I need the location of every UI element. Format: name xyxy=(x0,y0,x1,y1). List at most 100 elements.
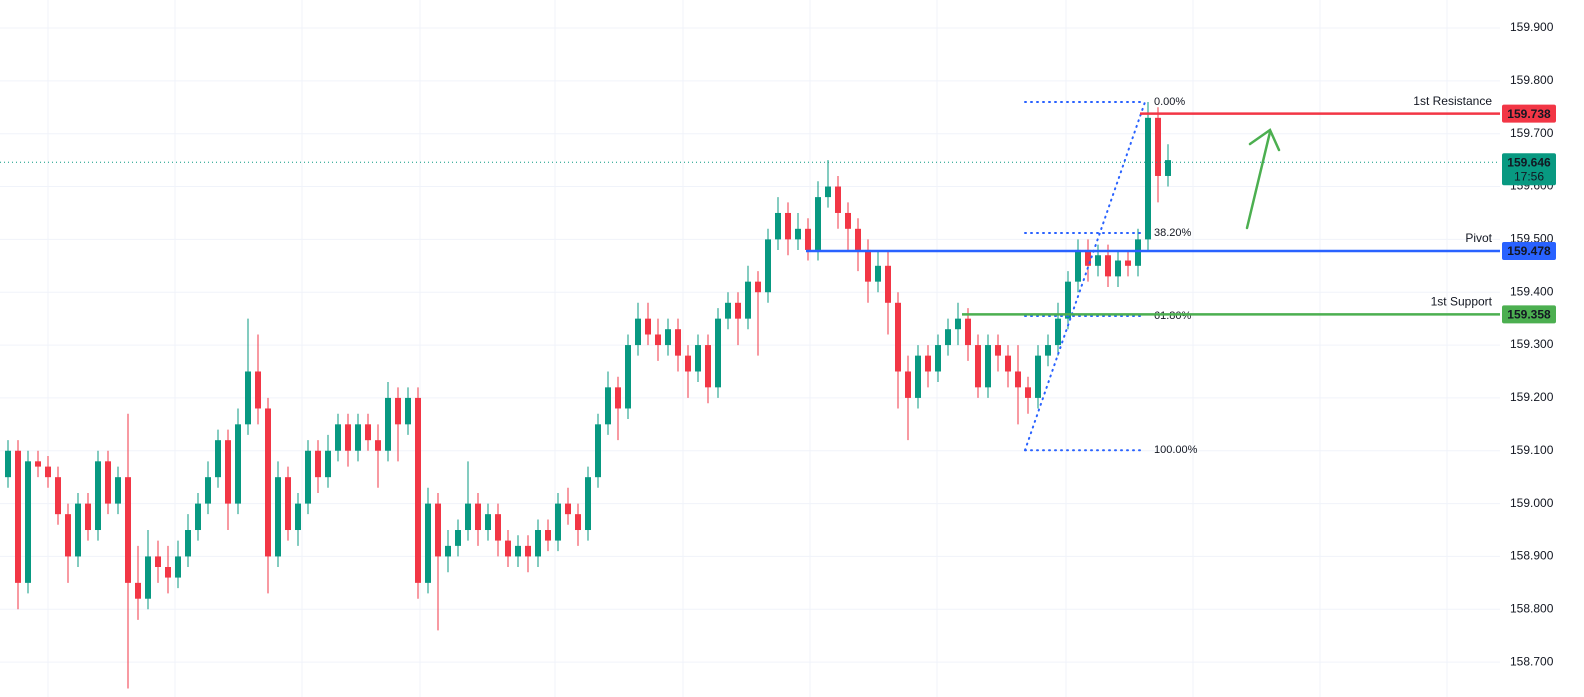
candle-body xyxy=(1145,117,1151,240)
y-tick-label: 159.100 xyxy=(1510,443,1554,457)
arrow-head xyxy=(1248,128,1281,152)
candle-body xyxy=(5,450,11,478)
candle-body xyxy=(195,503,201,531)
candle-body xyxy=(175,556,181,578)
candle-body xyxy=(665,329,671,346)
candle-body xyxy=(935,345,941,372)
candle-body xyxy=(745,281,751,319)
candle-body xyxy=(385,397,391,451)
candle-body xyxy=(835,186,841,213)
time-grid xyxy=(47,0,1448,697)
candle-body xyxy=(245,371,251,425)
candle-body xyxy=(635,318,641,346)
candle-body xyxy=(55,477,61,515)
candle-body xyxy=(775,212,781,240)
y-tick-label: 159.400 xyxy=(1510,284,1554,298)
candle-body xyxy=(1165,160,1171,176)
candle-body xyxy=(1135,239,1141,266)
candle-body xyxy=(465,503,471,531)
candle-body xyxy=(1025,387,1031,398)
candle-body xyxy=(395,397,401,425)
candle-body xyxy=(255,371,261,409)
candle-body xyxy=(545,530,551,541)
candle-body xyxy=(505,540,511,557)
candle-body xyxy=(425,503,431,583)
candle-body xyxy=(755,281,761,293)
candle-body xyxy=(515,545,521,557)
candle-body xyxy=(25,461,31,583)
candle-body xyxy=(1015,371,1021,388)
candle-body xyxy=(725,302,731,319)
candle-body xyxy=(225,440,231,504)
candle-body xyxy=(185,530,191,557)
candle-body xyxy=(865,249,871,282)
candle-body xyxy=(105,461,111,504)
candle-body xyxy=(535,530,541,557)
candle-body xyxy=(525,545,531,557)
price-tag xyxy=(1502,305,1556,324)
candle-body xyxy=(45,466,51,478)
candle-body xyxy=(1035,355,1041,398)
y-tick-label: 159.200 xyxy=(1510,390,1554,404)
candle-body xyxy=(495,514,501,541)
candle-body xyxy=(975,345,981,388)
price-tag-label: 159.358 xyxy=(1507,308,1551,322)
candle-body xyxy=(115,477,121,504)
candle-body xyxy=(955,318,961,330)
y-tick-label: 158.700 xyxy=(1510,654,1554,668)
candle-body xyxy=(585,477,591,531)
candle-body xyxy=(915,355,921,398)
candle-body xyxy=(965,318,971,346)
candle-body xyxy=(905,371,911,398)
current-price-tag xyxy=(1502,153,1556,186)
candle-body xyxy=(365,424,371,441)
candle-body xyxy=(605,387,611,425)
y-tick-label: 159.700 xyxy=(1510,126,1554,140)
candle-body xyxy=(1075,249,1081,282)
candle-body xyxy=(855,228,861,250)
arrow-shaft xyxy=(1245,130,1272,230)
candle-body xyxy=(795,228,801,240)
candle-body xyxy=(335,424,341,451)
candle-body xyxy=(95,461,101,531)
level-name: 1st Resistance xyxy=(1413,94,1492,108)
candle-body xyxy=(165,567,171,578)
candle-body xyxy=(845,212,851,229)
candle-body xyxy=(475,503,481,531)
level-name: 1st Support xyxy=(1431,295,1493,309)
y-tick-label: 159.300 xyxy=(1510,337,1554,351)
candle-body xyxy=(1115,260,1121,277)
candle-body xyxy=(695,345,701,372)
candle-body xyxy=(655,334,661,346)
fib-label: 0.00% xyxy=(1154,96,1185,108)
fib-label: 100.00% xyxy=(1154,444,1198,456)
candle-body xyxy=(135,582,141,599)
candle-body xyxy=(1105,255,1111,277)
candle-body xyxy=(235,424,241,504)
candle-body xyxy=(1055,318,1061,346)
candle-body xyxy=(405,397,411,425)
level-name: Pivot xyxy=(1465,231,1492,245)
candle-body xyxy=(85,503,91,531)
y-tick-label: 159.000 xyxy=(1510,496,1554,510)
current-price-label: 159.646 xyxy=(1507,155,1551,169)
candle-body xyxy=(575,514,581,531)
candle-body xyxy=(625,345,631,409)
candle-body xyxy=(885,265,891,303)
candle-body xyxy=(595,424,601,478)
candle-body xyxy=(205,477,211,504)
candle-body xyxy=(1065,281,1071,319)
price-tag xyxy=(1502,242,1556,261)
candle-body xyxy=(295,503,301,531)
candle-body xyxy=(325,450,331,478)
candle-body xyxy=(315,450,321,478)
candle-body xyxy=(705,345,711,388)
candle-body xyxy=(145,556,151,599)
y-tick-label: 159.800 xyxy=(1510,73,1554,87)
candle-body xyxy=(265,408,271,557)
candle-body xyxy=(435,503,441,557)
fib-trend xyxy=(1024,100,1146,452)
countdown-label: 17:56 xyxy=(1514,169,1544,183)
candle-body xyxy=(485,514,491,531)
